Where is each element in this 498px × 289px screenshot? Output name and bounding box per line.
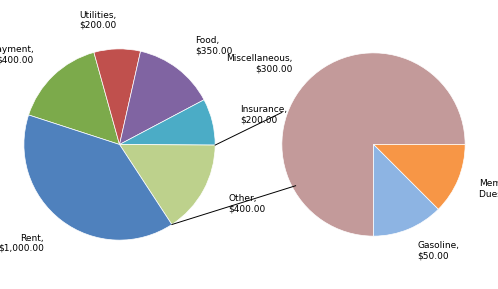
Text: Miscellaneous,
$300.00: Miscellaneous, $300.00 [226,54,292,73]
Text: Gasoline,
$50.00: Gasoline, $50.00 [417,241,459,260]
Wedge shape [282,53,465,236]
Wedge shape [374,144,438,236]
Text: Car Payment,
$400.00: Car Payment, $400.00 [0,45,33,64]
Wedge shape [28,52,120,144]
Text: Rent,
$1,000.00: Rent, $1,000.00 [0,234,44,253]
Text: Insurance,
$200.00: Insurance, $200.00 [240,105,287,125]
Text: Utilities,
$200.00: Utilities, $200.00 [79,10,117,30]
Wedge shape [24,115,172,240]
Wedge shape [120,144,215,225]
Text: Membership
Dues, $50.00: Membership Dues, $50.00 [479,179,498,198]
Wedge shape [120,51,204,144]
Text: Other,
$400.00: Other, $400.00 [229,194,266,214]
Wedge shape [94,49,140,144]
Text: Food,
$350.00: Food, $350.00 [195,36,233,55]
Wedge shape [374,144,465,209]
Wedge shape [120,100,215,145]
